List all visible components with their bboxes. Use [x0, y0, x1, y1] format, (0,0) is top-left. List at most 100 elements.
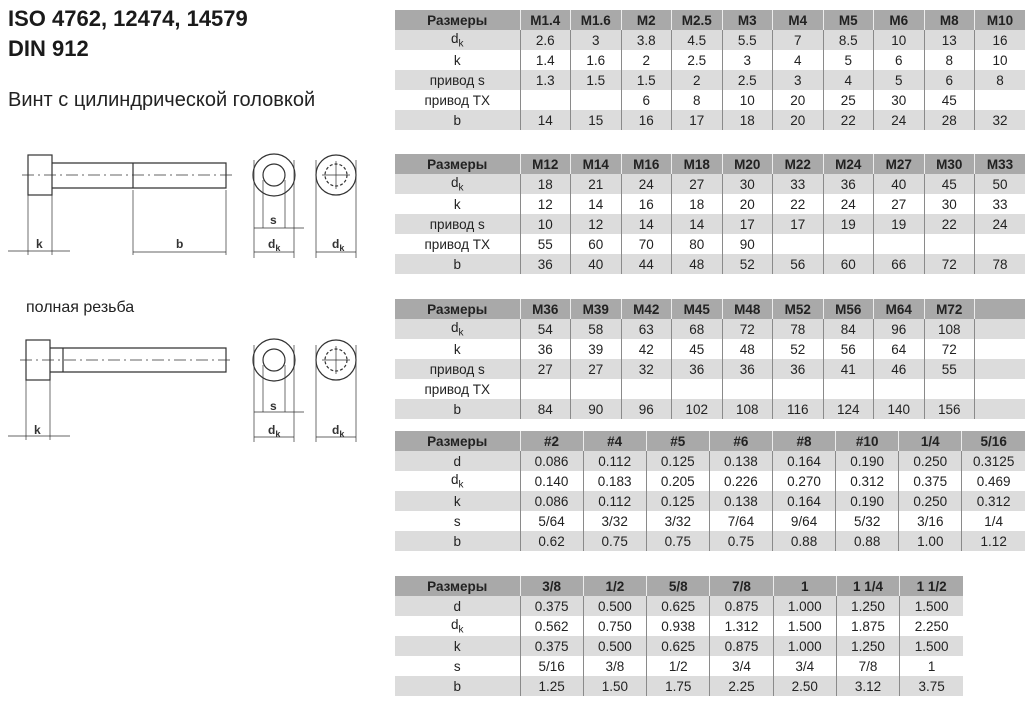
table-cell [974, 319, 1025, 339]
column-header: #2 [519, 431, 584, 451]
table-row: d 0.375 0.500 0.625 0.875 1.000 1.250 1.500 [395, 596, 963, 616]
table-cell [519, 379, 571, 399]
table-cell: 1/4 [961, 511, 1025, 531]
table-cell: 84 [519, 399, 571, 419]
table-cell: 13 [923, 30, 975, 50]
column-header: M12 [519, 154, 571, 174]
table-cell: 96 [873, 319, 924, 339]
table-cell: 45 [923, 90, 975, 110]
table-cell: 2.5 [671, 50, 722, 70]
table-cell: 22 [923, 214, 975, 234]
table-cell: 0.375 [519, 596, 584, 616]
table-cell: 2.250 [899, 616, 963, 636]
table-cell: 3 [772, 70, 823, 90]
table-cell: 32 [620, 359, 672, 379]
row-label: k [395, 194, 520, 214]
table-cell: 27 [570, 359, 621, 379]
standard-title-din: DIN 912 [8, 36, 89, 61]
table-cell: 22 [822, 110, 874, 130]
row-label-text: привод s [429, 216, 485, 232]
table-cell [772, 234, 823, 254]
row-label-text: s [453, 513, 461, 529]
table-cell [671, 379, 722, 399]
table-cell [873, 379, 924, 399]
standard-title: ISO 4762, 12474, 14579 [8, 6, 248, 31]
table-cell: 16 [974, 30, 1025, 50]
table-cell: 22 [772, 194, 823, 214]
table-cell [570, 90, 621, 110]
table-cell: 24 [620, 174, 672, 194]
column-header: 7/8 [709, 576, 774, 596]
table-cell: 1/2 [646, 656, 710, 676]
size-table: Размеры M1.4 M1.6 M2 M2.5 M3 M4 M5 M6 M8 M10 dk 2.6 3… [395, 10, 1025, 130]
table-cell: 36 [671, 359, 722, 379]
table-cell: 4.5 [671, 30, 722, 50]
table-cell: 0.938 [646, 616, 710, 636]
column-header: M1.4 [519, 10, 571, 30]
table-cell: 0.875 [709, 596, 774, 616]
row-label: b [395, 110, 520, 130]
table-cell: 108 [923, 319, 975, 339]
row-label: привод TX [395, 234, 520, 254]
table-cell: 1.500 [772, 616, 837, 636]
table-cell [974, 339, 1025, 359]
row-label-text: b [453, 256, 461, 272]
row-label: s [395, 511, 520, 531]
table-cell: 10 [721, 90, 773, 110]
table-cell: 0.312 [961, 491, 1025, 511]
table-cell: 1.5 [570, 70, 621, 90]
table-cell: 60 [822, 254, 874, 274]
product-subtitle: Винт с цилиндрической головкой [8, 89, 316, 111]
row-label-text: d [450, 30, 459, 46]
row-label: привод TX [395, 379, 520, 399]
row-label: d [395, 596, 520, 616]
table-cell: 1.3 [519, 70, 571, 90]
table-row: dk 0.562 0.750 0.938 1.312 1.500 1.875 2.250 [395, 616, 963, 636]
column-header: M5 [822, 10, 874, 30]
column-header: #6 [708, 431, 773, 451]
column-header: M14 [570, 154, 621, 174]
table-row: dk 18 21 24 27 30 33 36 40 45 50 [395, 174, 1025, 194]
table-row: привод s 27 27 32 36 36 36 41 46 55 [395, 359, 1025, 379]
table-header-row: Размеры #2 #4 #5 #6 #8 #10 1/4 5/16 [395, 431, 1025, 451]
table-cell: 64 [873, 339, 924, 359]
torx-head-view-full [315, 339, 357, 442]
table-header-row: Размеры M36 M39 M42 M45 M48 M52 M56 M64 M72 [395, 299, 1025, 319]
table-cell: 78 [974, 254, 1025, 274]
table-cell: 3/4 [772, 656, 837, 676]
table-cell: 140 [873, 399, 924, 419]
table-cell: 55 [923, 359, 975, 379]
table-header-row: Размеры M12 M14 M16 M18 M20 M22 M24 M27 M30 M33 [395, 154, 1025, 174]
column-header: M1.6 [570, 10, 621, 30]
row-label-text: s [453, 658, 461, 674]
column-header: M36 [519, 299, 571, 319]
table-cell: 36 [772, 359, 823, 379]
table-cell: 0.164 [771, 491, 836, 511]
row-label: привод s [395, 70, 520, 90]
row-label-text: k [453, 341, 461, 357]
row-label: dk [395, 30, 520, 50]
table-cell: 33 [772, 174, 823, 194]
table-cell [974, 234, 1025, 254]
table-cell: 48 [721, 339, 773, 359]
table-cell: 0.500 [582, 596, 647, 616]
table-cell: 0.75 [582, 531, 647, 551]
table-cell: 14 [570, 194, 621, 214]
table-cell: 0.625 [646, 596, 710, 616]
table-cell: 46 [873, 359, 924, 379]
table-cell: 1.312 [709, 616, 774, 636]
table-cell: 0.226 [708, 471, 773, 491]
table-cell [974, 379, 1025, 399]
table-cell: 30 [873, 90, 924, 110]
column-header: #5 [645, 431, 710, 451]
table-cell: 55 [519, 234, 571, 254]
table-cell: 4 [822, 70, 874, 90]
row-label-text: привод TX [424, 381, 490, 397]
table-cell [974, 359, 1025, 379]
table-cell: 0.875 [709, 636, 774, 656]
table-row: k 0.086 0.112 0.125 0.138 0.164 0.190 0.250 0.31… [395, 491, 1025, 511]
full-thread-label: полная резьба [26, 299, 135, 316]
row-label: привод s [395, 214, 520, 234]
table-cell: 0.75 [708, 531, 773, 551]
table-cell: 0.205 [645, 471, 710, 491]
